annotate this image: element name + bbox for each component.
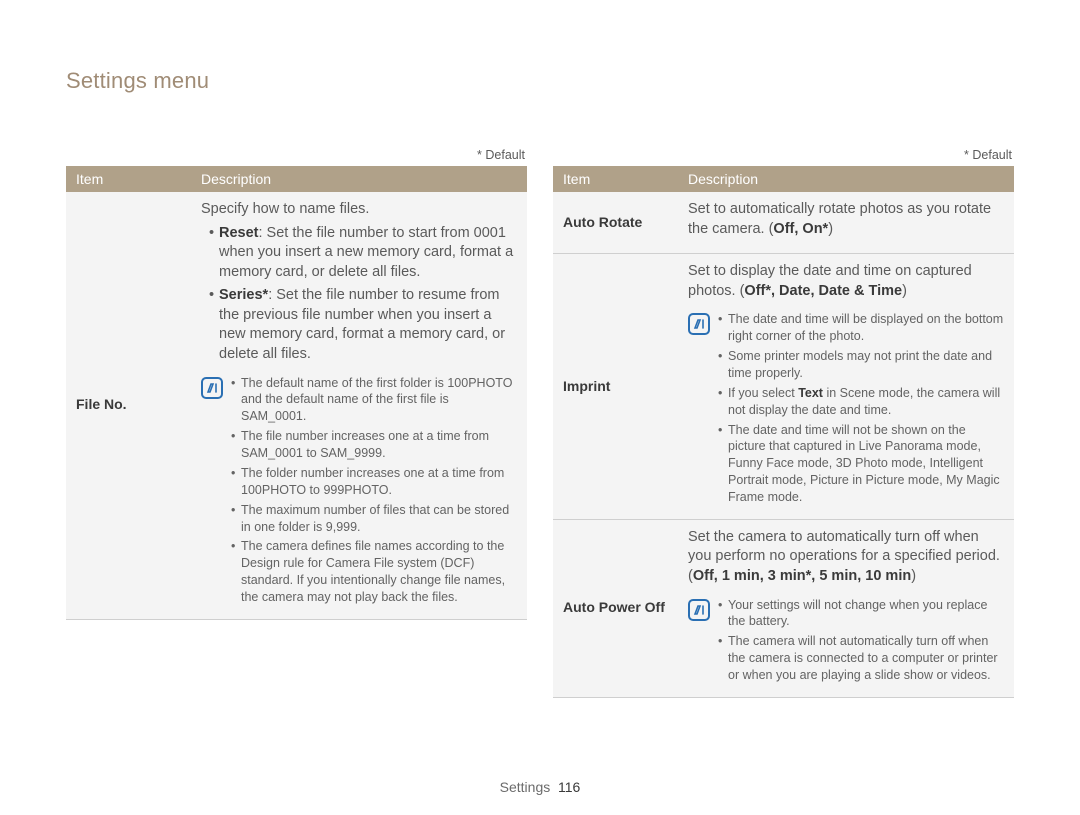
note-item: The camera defines file names according … [231, 538, 517, 606]
note-item: The maximum number of files that can be … [231, 502, 517, 536]
desc-intro: Specify how to name files. [201, 200, 517, 220]
note-item: Some printer models may not print the da… [718, 348, 1004, 382]
option-list: Reset: Set the file number to start from… [201, 224, 517, 365]
note-item: The folder number increases one at a tim… [231, 465, 517, 499]
content-columns: * Default Item Description File No. Spec… [66, 148, 1014, 698]
note-item: The date and time will not be shown on t… [718, 422, 1004, 506]
col-header-item: Item [553, 166, 678, 192]
note-item: The default name of the first folder is … [231, 375, 517, 426]
item-description-autorotate: Set to automatically rotate photos as yo… [678, 192, 1014, 254]
option-text: : Set the file number to start from 0001… [219, 225, 513, 280]
item-description-imprint: Set to display the date and time on capt… [678, 254, 1014, 520]
note-list: The default name of the first folder is … [231, 375, 517, 609]
table-row: Imprint Set to display the date and time… [553, 254, 1014, 520]
default-note-right: * Default [553, 148, 1014, 162]
desc-text: Set to automatically rotate photos as yo… [688, 200, 1004, 239]
note-item: The camera will not automatically turn o… [718, 633, 1004, 684]
desc-text: Set the camera to automatically turn off… [688, 528, 1004, 587]
table-row: File No. Specify how to name files. Rese… [66, 192, 527, 619]
item-description-fileno: Specify how to name files. Reset: Set th… [191, 192, 527, 619]
item-label-imprint: Imprint [553, 254, 678, 520]
settings-table-left: Item Description File No. Specify how to… [66, 166, 527, 620]
item-label-fileno: File No. [66, 192, 191, 619]
note-item: Your settings will not change when you r… [718, 597, 1004, 631]
page-title: Settings menu [66, 68, 209, 94]
note-item: The file number increases one at a time … [231, 428, 517, 462]
note-list: The date and time will be displayed on t… [718, 311, 1004, 509]
item-label-autopoweroff: Auto Power Off [553, 519, 678, 697]
table-row: Auto Power Off Set the camera to automat… [553, 519, 1014, 697]
option-item: Reset: Set the file number to start from… [209, 224, 517, 283]
col-header-item: Item [66, 166, 191, 192]
option-item: Series*: Set the file number to resume f… [209, 286, 517, 364]
desc-text: Set to display the date and time on capt… [688, 262, 1004, 301]
table-row: Auto Rotate Set to automatically rotate … [553, 192, 1014, 254]
note-block: Your settings will not change when you r… [688, 597, 1004, 687]
info-icon [201, 377, 223, 399]
item-description-autopoweroff: Set the camera to automatically turn off… [678, 519, 1014, 697]
settings-table-right: Item Description Auto Rotate Set to auto… [553, 166, 1014, 698]
info-icon [688, 313, 710, 335]
col-header-description: Description [678, 166, 1014, 192]
left-column: * Default Item Description File No. Spec… [66, 148, 527, 698]
option-label: Series* [219, 287, 268, 303]
info-icon [688, 599, 710, 621]
col-header-description: Description [191, 166, 527, 192]
footer-section-label: Settings [500, 779, 551, 795]
default-note-left: * Default [66, 148, 527, 162]
note-item: The date and time will be displayed on t… [718, 311, 1004, 345]
right-column: * Default Item Description Auto Rotate S… [553, 148, 1014, 698]
note-block: The date and time will be displayed on t… [688, 311, 1004, 509]
option-label: Reset [219, 225, 259, 241]
footer-page-number: 116 [558, 779, 580, 795]
item-label-autorotate: Auto Rotate [553, 192, 678, 254]
note-block: The default name of the first folder is … [201, 375, 517, 609]
page-footer: Settings 116 [0, 779, 1080, 795]
note-list: Your settings will not change when you r… [718, 597, 1004, 687]
note-item: If you select Text in Scene mode, the ca… [718, 385, 1004, 419]
